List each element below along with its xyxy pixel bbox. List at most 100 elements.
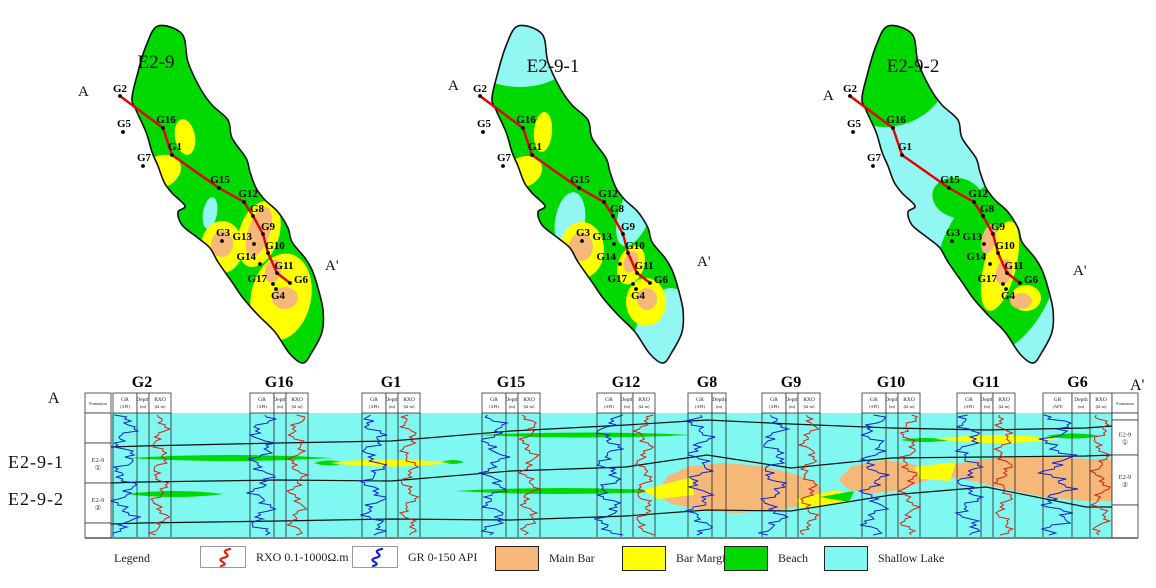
well-label-G5: G5 (117, 118, 132, 130)
well-label-G15: G15 (570, 174, 590, 186)
formation-header: Formation (89, 401, 107, 406)
well-label-G17: G17 (607, 273, 627, 285)
well-label-G13: G13 (592, 231, 612, 243)
log-header-Depth: Depth (385, 397, 399, 403)
section-well-name-G8: G8 (697, 374, 717, 391)
log-header-GR: GR (870, 397, 878, 403)
log-header-RXO: RXO (1095, 397, 1107, 403)
log-header-GR: GR (696, 397, 704, 403)
section-well-name-G1: G1 (381, 374, 401, 391)
log-header-sub: (API) (120, 404, 130, 409)
well-label-G9: G9 (991, 221, 1006, 233)
log-header-sub: (API) (964, 404, 974, 409)
log-header-RXO: RXO (638, 397, 650, 403)
well-label-G13: G13 (962, 231, 982, 243)
formation-cell-number: ① (95, 464, 101, 472)
well-marker-G15: G15 (570, 174, 590, 190)
map-svg-E2-9-1: G2 G16 G5 G7 G1 G15 G12 G8 G9 G3 G13 G10 G14 G11 G17 G6… (448, 24, 711, 364)
well-marker-G3: G3 (216, 227, 231, 243)
well-marker-G12: G12 (238, 188, 258, 204)
section-trace-line (849, 95, 1021, 284)
log-header-sub: (API) (769, 404, 779, 409)
gr-curve-G6 (1036, 414, 1079, 536)
log-header-sub: (m) (277, 404, 284, 409)
gr-curve-G10 (858, 414, 890, 536)
well-label-G5: G5 (477, 118, 492, 130)
well-marker-G17: G17 (607, 273, 635, 286)
well-marker-G1: G1 (168, 141, 182, 157)
map-end-label: A' (697, 254, 711, 270)
cross-section: GR (API) Depth (m) RXO (Ω·m) G2 GR (API) Depth (m)… (0, 370, 1156, 550)
well-label-G1: G1 (898, 141, 912, 153)
legend-title: Legend (114, 551, 150, 565)
well-marker-G2: G2 (113, 83, 128, 98)
section-well-G11: GR(API) Depth(m) RXO(Ω·m) G11 (954, 374, 1016, 537)
log-header-sub: (API) (1053, 404, 1063, 409)
map-end-label: A' (325, 258, 339, 274)
well-marker-G10: G10 (265, 240, 285, 255)
section-well-name-G15: G15 (497, 374, 525, 391)
section-well-name-G16: G16 (265, 374, 293, 391)
legend-swatch (622, 546, 666, 571)
rxo-curve-G12 (631, 414, 655, 536)
log-header-Depth: Depth (1074, 397, 1088, 403)
formation-cell-label: E2-9 (92, 497, 105, 504)
log-header-Depth: Depth (885, 397, 899, 403)
map-start-label: A (823, 88, 834, 104)
well-marker-G7: G7 (867, 152, 882, 168)
well-marker-G11: G11 (1005, 260, 1023, 275)
section-well-G1: GR(API) Depth(m) RXO(Ω·m) G1 (357, 374, 421, 537)
log-header-Depth: Depth (136, 397, 150, 403)
log-header-sub: (m) (1078, 404, 1085, 409)
well-marker-G7: G7 (137, 152, 152, 168)
interval-label-e2-9-1: E2-9-1 (8, 452, 64, 472)
section-well-name-G12: G12 (612, 374, 640, 391)
section-well-name-G11: G11 (972, 374, 1000, 391)
well-label-G7: G7 (867, 152, 882, 164)
well-marker-G6: G6 (288, 274, 309, 286)
log-header-RXO: RXO (291, 397, 303, 403)
well-label-G16: G16 (156, 114, 176, 126)
well-marker-G1: G1 (898, 141, 912, 157)
legend-swatch (824, 546, 868, 571)
section-trace-line (119, 95, 291, 284)
well-label-G15: G15 (210, 174, 230, 186)
well-label-G7: G7 (137, 152, 152, 164)
legend-item-label: Shallow Lake (878, 551, 945, 565)
well-label-G3: G3 (946, 227, 961, 239)
log-header-Depth: Depth (273, 397, 287, 403)
log-header-sub: (m) (140, 404, 147, 409)
well-label-G8: G8 (250, 203, 265, 215)
well-marker-G14: G14 (596, 251, 622, 266)
gr-curve-G12 (594, 414, 625, 536)
well-marker-G5: G5 (477, 118, 492, 134)
log-header-GR: GR (1054, 397, 1062, 403)
log-header-Depth: Depth (980, 397, 994, 403)
well-marker-G12: G12 (968, 188, 988, 204)
well-label-G2: G2 (473, 83, 488, 95)
well-marker-G4: G4 (271, 287, 286, 302)
legend-item-main-bar: Main Bar (495, 546, 595, 571)
section-well-name-G10: G10 (877, 374, 905, 391)
log-header-Depth: Depth (505, 397, 519, 403)
gr-curve-G11 (954, 414, 985, 536)
well-label-G1: G1 (528, 141, 542, 153)
log-header-sub: (API) (695, 404, 705, 409)
well-marker-G17: G17 (977, 273, 1005, 286)
well-marker-G7: G7 (497, 152, 512, 168)
well-label-G9: G9 (261, 221, 276, 233)
well-marker-G14: G14 (236, 251, 262, 266)
well-label-G6: G6 (654, 274, 669, 286)
well-label-G14: G14 (966, 251, 986, 263)
rxo-curve-G15 (517, 414, 542, 536)
well-marker-G6: G6 (1018, 274, 1039, 286)
well-marker-G3: G3 (946, 227, 961, 243)
cross-section-svg: GR(API)Depth(m)RXO(Ω·m)G2GR(API)Depth(m)… (84, 374, 1139, 539)
rxo-curve-G2 (147, 414, 172, 536)
rxo-curve-G1 (398, 414, 420, 536)
well-label-G12: G12 (598, 188, 618, 200)
log-header-RXO: RXO (403, 397, 415, 403)
log-header-sub: (m) (889, 404, 896, 409)
well-label-G5: G5 (847, 118, 862, 130)
section-start-label: A (48, 390, 60, 407)
